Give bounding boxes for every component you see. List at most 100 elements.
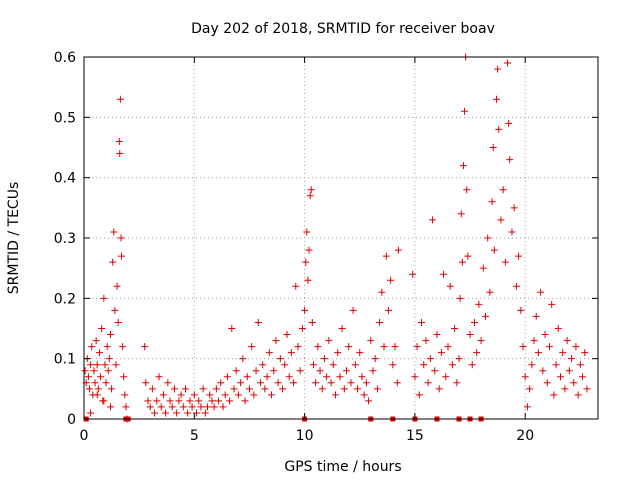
- data-point: [329, 361, 337, 369]
- data-point: [579, 373, 587, 381]
- data-point: [162, 409, 170, 417]
- data-point: [106, 331, 114, 339]
- data-point: [90, 367, 98, 375]
- data-point: [568, 355, 576, 363]
- data-point: [190, 391, 198, 399]
- data-point: [91, 379, 99, 387]
- data-point: [528, 361, 536, 369]
- data-point: [256, 379, 264, 387]
- data-point: [268, 391, 276, 399]
- data-point: [110, 228, 118, 236]
- data-point: [170, 385, 178, 393]
- data-point: [479, 264, 487, 272]
- data-point: [565, 367, 573, 375]
- data-point: [181, 385, 189, 393]
- data-point: [572, 343, 580, 351]
- data-point: [93, 361, 101, 369]
- data-point: [153, 397, 161, 405]
- data-point: [422, 337, 430, 345]
- data-point: [488, 198, 496, 206]
- data-point: [115, 137, 123, 145]
- data-point: [394, 246, 402, 254]
- data-point: [458, 258, 466, 266]
- data-point: [117, 234, 125, 242]
- chart-title: Day 202 of 2018, SRMTID for receiver boa…: [191, 21, 495, 37]
- data-point: [446, 282, 454, 290]
- data-point: [201, 409, 209, 417]
- data-point: [371, 355, 379, 363]
- data-point: [306, 192, 314, 200]
- data-point: [186, 397, 194, 405]
- data-point: [199, 385, 207, 393]
- data-point: [210, 403, 218, 411]
- data-point: [146, 403, 154, 411]
- data-point: [508, 228, 516, 236]
- data-point: [365, 397, 373, 405]
- data-point: [336, 373, 344, 381]
- data-point: [87, 361, 95, 369]
- data-point: [272, 337, 280, 345]
- data-point: [323, 373, 331, 381]
- data-point: [543, 379, 551, 387]
- data-point: [111, 306, 119, 314]
- data-point: [466, 331, 474, 339]
- data-point: [193, 409, 201, 417]
- data-point: [523, 403, 531, 411]
- data-point: [141, 343, 149, 351]
- data-point: [459, 162, 467, 170]
- data-point: [108, 385, 116, 393]
- data-point: [195, 397, 203, 405]
- data-point: [409, 270, 417, 278]
- data-point: [309, 361, 317, 369]
- points-layer: [81, 53, 591, 423]
- data-point: [362, 379, 370, 387]
- data-point: [545, 343, 553, 351]
- data-point: [104, 367, 112, 375]
- data-point: [261, 385, 269, 393]
- data-point: [411, 373, 419, 381]
- data-point: [114, 318, 122, 326]
- data-point: [92, 337, 100, 345]
- data-point: [493, 95, 501, 103]
- data-point: [230, 385, 238, 393]
- data-point: [515, 252, 523, 260]
- data-point: [470, 318, 478, 326]
- data-point: [431, 367, 439, 375]
- data-point: [276, 355, 284, 363]
- data-point: [429, 216, 437, 224]
- data-point: [285, 373, 293, 381]
- data-point: [581, 349, 589, 357]
- data-point: [252, 367, 260, 375]
- data-point: [298, 325, 306, 332]
- data-point: [212, 385, 220, 393]
- data-point: [175, 397, 183, 405]
- data-point: [164, 379, 172, 387]
- data-point: [221, 391, 229, 399]
- data-point: [217, 379, 225, 387]
- data-point: [550, 391, 558, 399]
- data-point: [283, 331, 291, 339]
- data-point: [494, 65, 502, 73]
- data-point: [391, 343, 399, 351]
- data-point: [463, 186, 471, 194]
- data-point: [490, 246, 498, 254]
- data-point: [188, 403, 196, 411]
- data-point: [122, 403, 130, 411]
- data-point: [302, 258, 310, 266]
- data-point: [444, 343, 452, 351]
- data-point: [415, 391, 423, 399]
- data-point: [98, 325, 106, 332]
- data-point: [433, 331, 441, 339]
- x-tick-label: 10: [296, 428, 314, 444]
- data-point: [305, 246, 313, 254]
- data-point: [88, 343, 96, 351]
- data-point: [340, 385, 348, 393]
- data-point: [118, 252, 126, 260]
- data-point: [119, 343, 127, 351]
- data-point: [442, 373, 450, 381]
- data-point: [473, 349, 481, 357]
- y-tick-label: 0.3: [54, 231, 76, 247]
- data-point: [376, 318, 384, 326]
- data-point: [303, 228, 311, 236]
